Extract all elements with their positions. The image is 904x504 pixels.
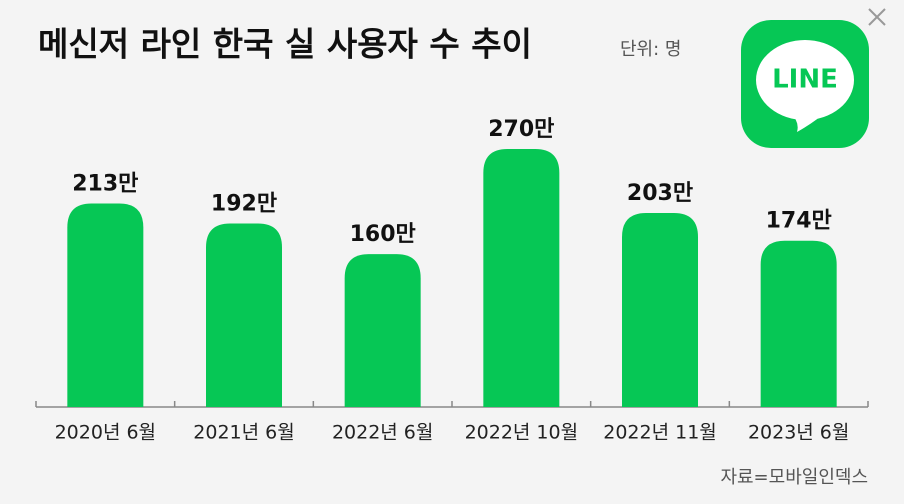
- logo-bubble: [756, 40, 854, 120]
- chart-subtitle: 단위: 명: [620, 39, 681, 60]
- value-label: 160만: [350, 222, 416, 247]
- x-tick-label: 2023년 6월: [748, 422, 849, 444]
- x-tick-label: 2022년 10월: [465, 422, 579, 444]
- x-tick-label: 2020년 6월: [55, 422, 156, 444]
- value-label: 213만: [72, 171, 138, 196]
- source-note: 자료=모바일인덱스: [720, 467, 868, 488]
- value-label: 270만: [488, 117, 554, 142]
- line-logo: LINE: [741, 20, 869, 148]
- value-label: 192만: [211, 192, 277, 217]
- bar: [67, 203, 144, 407]
- bar: [344, 254, 421, 407]
- x-tick-label: 2022년 6월: [332, 422, 433, 444]
- bar: [760, 240, 837, 407]
- value-label: 203만: [627, 181, 693, 206]
- logo-text: LINE: [772, 65, 838, 95]
- x-tick-label: 2022년 11월: [603, 422, 717, 444]
- bar: [206, 223, 282, 407]
- close-icon[interactable]: [868, 8, 886, 26]
- x-tick-label: 2021년 6월: [193, 422, 294, 444]
- value-label: 174만: [766, 209, 832, 234]
- chart-title: 메신저 라인 한국 실 사용자 수 추이: [38, 25, 532, 64]
- logo-bubble-tail: [790, 110, 828, 132]
- bar: [622, 213, 698, 407]
- bar: [483, 149, 560, 407]
